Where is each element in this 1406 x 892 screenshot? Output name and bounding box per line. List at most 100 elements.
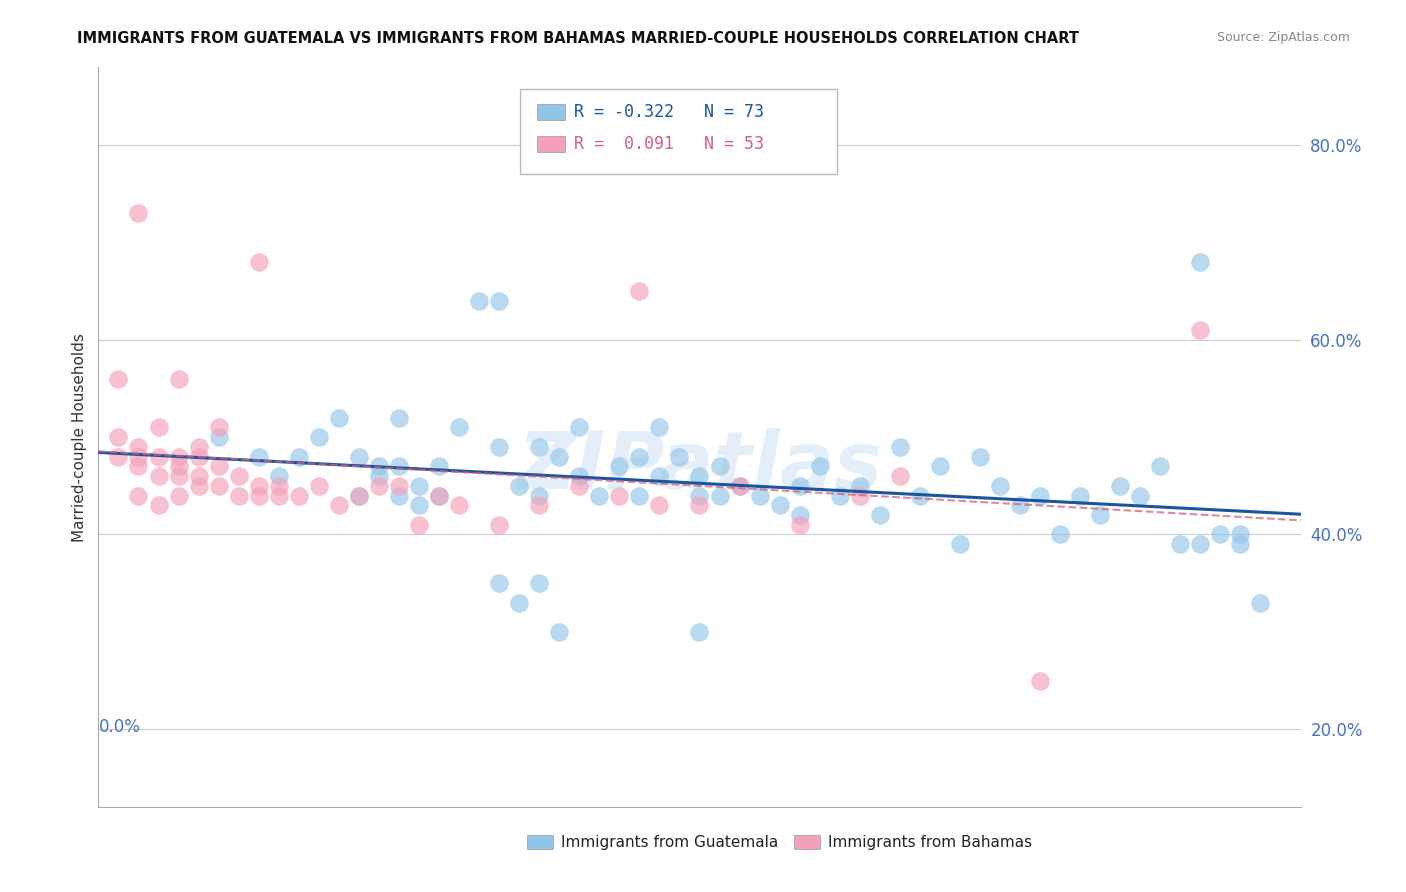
Text: Source: ZipAtlas.com: Source: ZipAtlas.com [1216, 31, 1350, 45]
Point [688, 498, 710, 512]
Point [488, 517, 510, 532]
Point [1189, 323, 1212, 337]
Point [187, 450, 209, 464]
Point [267, 479, 290, 493]
Point [1229, 537, 1251, 551]
Point [388, 479, 411, 493]
Point [988, 479, 1011, 493]
Point [167, 469, 190, 483]
Point [609, 489, 631, 503]
Point [728, 479, 751, 493]
Point [187, 440, 209, 454]
Point [107, 371, 129, 385]
Point [368, 459, 391, 474]
Text: R = -0.322   N = 73: R = -0.322 N = 73 [574, 103, 763, 121]
Point [1250, 596, 1272, 610]
Point [388, 489, 411, 503]
Point [128, 206, 150, 220]
Point [208, 479, 231, 493]
Point [508, 596, 530, 610]
Point [447, 420, 470, 434]
Point [628, 489, 651, 503]
Point [849, 489, 872, 503]
Text: Immigrants from Bahamas: Immigrants from Bahamas [828, 835, 1032, 849]
Text: IMMIGRANTS FROM GUATEMALA VS IMMIGRANTS FROM BAHAMAS MARRIED-COUPLE HOUSEHOLDS C: IMMIGRANTS FROM GUATEMALA VS IMMIGRANTS … [77, 31, 1080, 46]
Point [488, 440, 510, 454]
Point [648, 469, 671, 483]
Point [468, 293, 491, 308]
Point [128, 450, 150, 464]
Point [308, 479, 330, 493]
Point [167, 459, 190, 474]
Point [1229, 527, 1251, 541]
Point [107, 430, 129, 444]
Point [388, 410, 411, 425]
Point [609, 459, 631, 474]
Point [228, 469, 250, 483]
Point [187, 479, 209, 493]
Point [247, 450, 270, 464]
Point [1149, 459, 1171, 474]
Point [208, 420, 231, 434]
Point [1209, 527, 1232, 541]
Point [789, 517, 811, 532]
Point [529, 498, 551, 512]
Point [728, 479, 751, 493]
Point [167, 371, 190, 385]
Point [529, 489, 551, 503]
Point [267, 469, 290, 483]
Point [969, 450, 991, 464]
Point [709, 489, 731, 503]
Point [1109, 479, 1132, 493]
Point [247, 489, 270, 503]
Point [128, 489, 150, 503]
Point [128, 440, 150, 454]
Point [568, 420, 591, 434]
Point [828, 489, 851, 503]
Y-axis label: Married-couple Households: Married-couple Households [72, 333, 87, 541]
Point [648, 498, 671, 512]
Point [1088, 508, 1111, 522]
Text: Immigrants from Guatemala: Immigrants from Guatemala [561, 835, 779, 849]
Point [668, 450, 690, 464]
Point [789, 479, 811, 493]
Point [328, 498, 350, 512]
Point [1049, 527, 1071, 541]
Point [1069, 489, 1091, 503]
Point [408, 517, 430, 532]
Point [849, 479, 872, 493]
Point [568, 469, 591, 483]
Point [427, 459, 450, 474]
Text: 0.0%: 0.0% [98, 718, 141, 737]
Point [148, 469, 170, 483]
Point [247, 254, 270, 268]
Point [929, 459, 952, 474]
Point [107, 450, 129, 464]
Point [1189, 537, 1212, 551]
Point [568, 479, 591, 493]
Text: ZIPatlas: ZIPatlas [517, 427, 882, 506]
Text: R =  0.091   N = 53: R = 0.091 N = 53 [574, 135, 763, 153]
Point [167, 450, 190, 464]
Point [128, 459, 150, 474]
Point [548, 624, 571, 639]
Point [1010, 498, 1032, 512]
Point [889, 469, 911, 483]
Point [1129, 489, 1152, 503]
Point [267, 489, 290, 503]
Point [1170, 537, 1192, 551]
Point [1029, 489, 1052, 503]
Point [388, 459, 411, 474]
Point [508, 479, 530, 493]
Point [688, 624, 710, 639]
Point [768, 498, 790, 512]
Point [368, 479, 391, 493]
Point [949, 537, 972, 551]
Point [447, 498, 470, 512]
Point [328, 410, 350, 425]
Point [529, 576, 551, 591]
Point [789, 508, 811, 522]
Point [1189, 254, 1212, 268]
Point [408, 479, 430, 493]
Point [347, 489, 370, 503]
